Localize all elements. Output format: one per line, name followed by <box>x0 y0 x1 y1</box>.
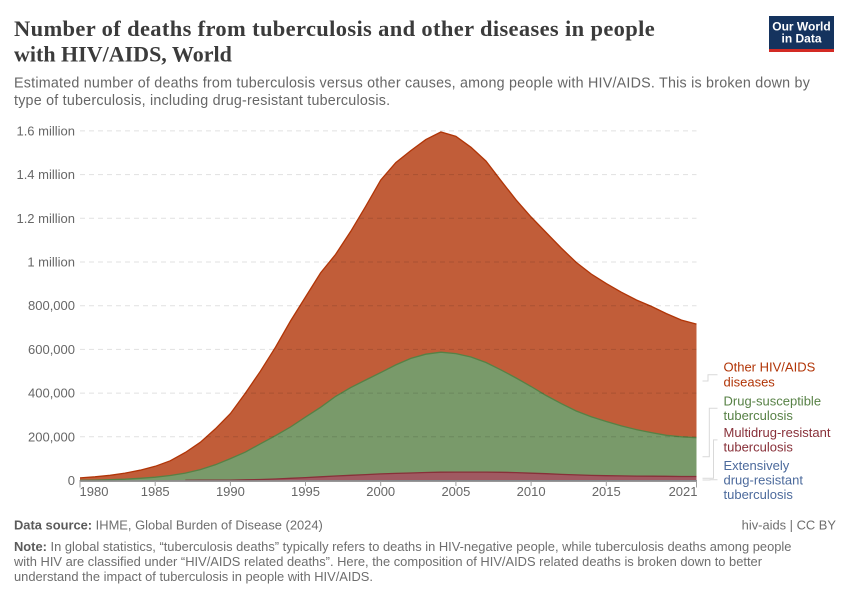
svg-text:1.2 million: 1.2 million <box>16 211 75 226</box>
svg-text:1980: 1980 <box>80 484 109 499</box>
svg-text:2010: 2010 <box>517 484 546 499</box>
svg-text:400,000: 400,000 <box>28 386 75 401</box>
svg-text:800,000: 800,000 <box>28 298 75 313</box>
svg-text:Estimated number of deaths fro: Estimated number of deaths from tubercul… <box>14 76 811 92</box>
svg-text:0: 0 <box>68 473 75 488</box>
svg-text:Extensively: Extensively <box>724 458 790 473</box>
svg-text:type of tuberculosis, includin: type of tuberculosis, including drug-res… <box>14 93 390 109</box>
svg-text:2000: 2000 <box>366 484 395 499</box>
svg-text:1995: 1995 <box>291 484 320 499</box>
svg-text:drug-resistant: drug-resistant <box>724 472 804 487</box>
svg-text:diseases: diseases <box>724 374 776 389</box>
svg-text:1.4 million: 1.4 million <box>16 167 75 182</box>
svg-text:Multidrug-resistant: Multidrug-resistant <box>724 425 831 440</box>
svg-text:hiv-aids | CC BY: hiv-aids | CC BY <box>742 518 837 533</box>
svg-text:1990: 1990 <box>216 484 245 499</box>
svg-text:600,000: 600,000 <box>28 342 75 357</box>
svg-text:tuberculosis: tuberculosis <box>724 440 794 455</box>
svg-text:tuberculosis: tuberculosis <box>724 408 794 423</box>
svg-text:2005: 2005 <box>441 484 470 499</box>
svg-text:200,000: 200,000 <box>28 429 75 444</box>
svg-text:1 million: 1 million <box>27 255 75 270</box>
svg-text:Our World: Our World <box>772 20 830 34</box>
svg-text:2021: 2021 <box>669 484 698 499</box>
svg-text:understand the impact of tuber: understand the impact of tuberculosis in… <box>14 569 373 584</box>
svg-text:1.6 million: 1.6 million <box>16 123 75 138</box>
svg-text:Other HIV/AIDS: Other HIV/AIDS <box>724 360 816 375</box>
svg-text:1985: 1985 <box>141 484 170 499</box>
svg-text:Drug-susceptible: Drug-susceptible <box>724 394 822 409</box>
svg-text:with HIV are classified under: with HIV are classified under “HIV/AIDS … <box>13 554 763 569</box>
svg-text:Number of deaths from tubercul: Number of deaths from tuberculosis and o… <box>14 16 655 41</box>
svg-text:tuberculosis: tuberculosis <box>724 487 794 502</box>
svg-text:in Data: in Data <box>781 32 821 46</box>
svg-text:with HIV/AIDS, World: with HIV/AIDS, World <box>14 41 232 66</box>
svg-text:2015: 2015 <box>592 484 621 499</box>
svg-text:Note: In global statistics, “t: Note: In global statistics, “tuberculosi… <box>14 539 791 554</box>
svg-text:Data source: IHME, Global Burd: Data source: IHME, Global Burden of Dise… <box>14 518 323 533</box>
